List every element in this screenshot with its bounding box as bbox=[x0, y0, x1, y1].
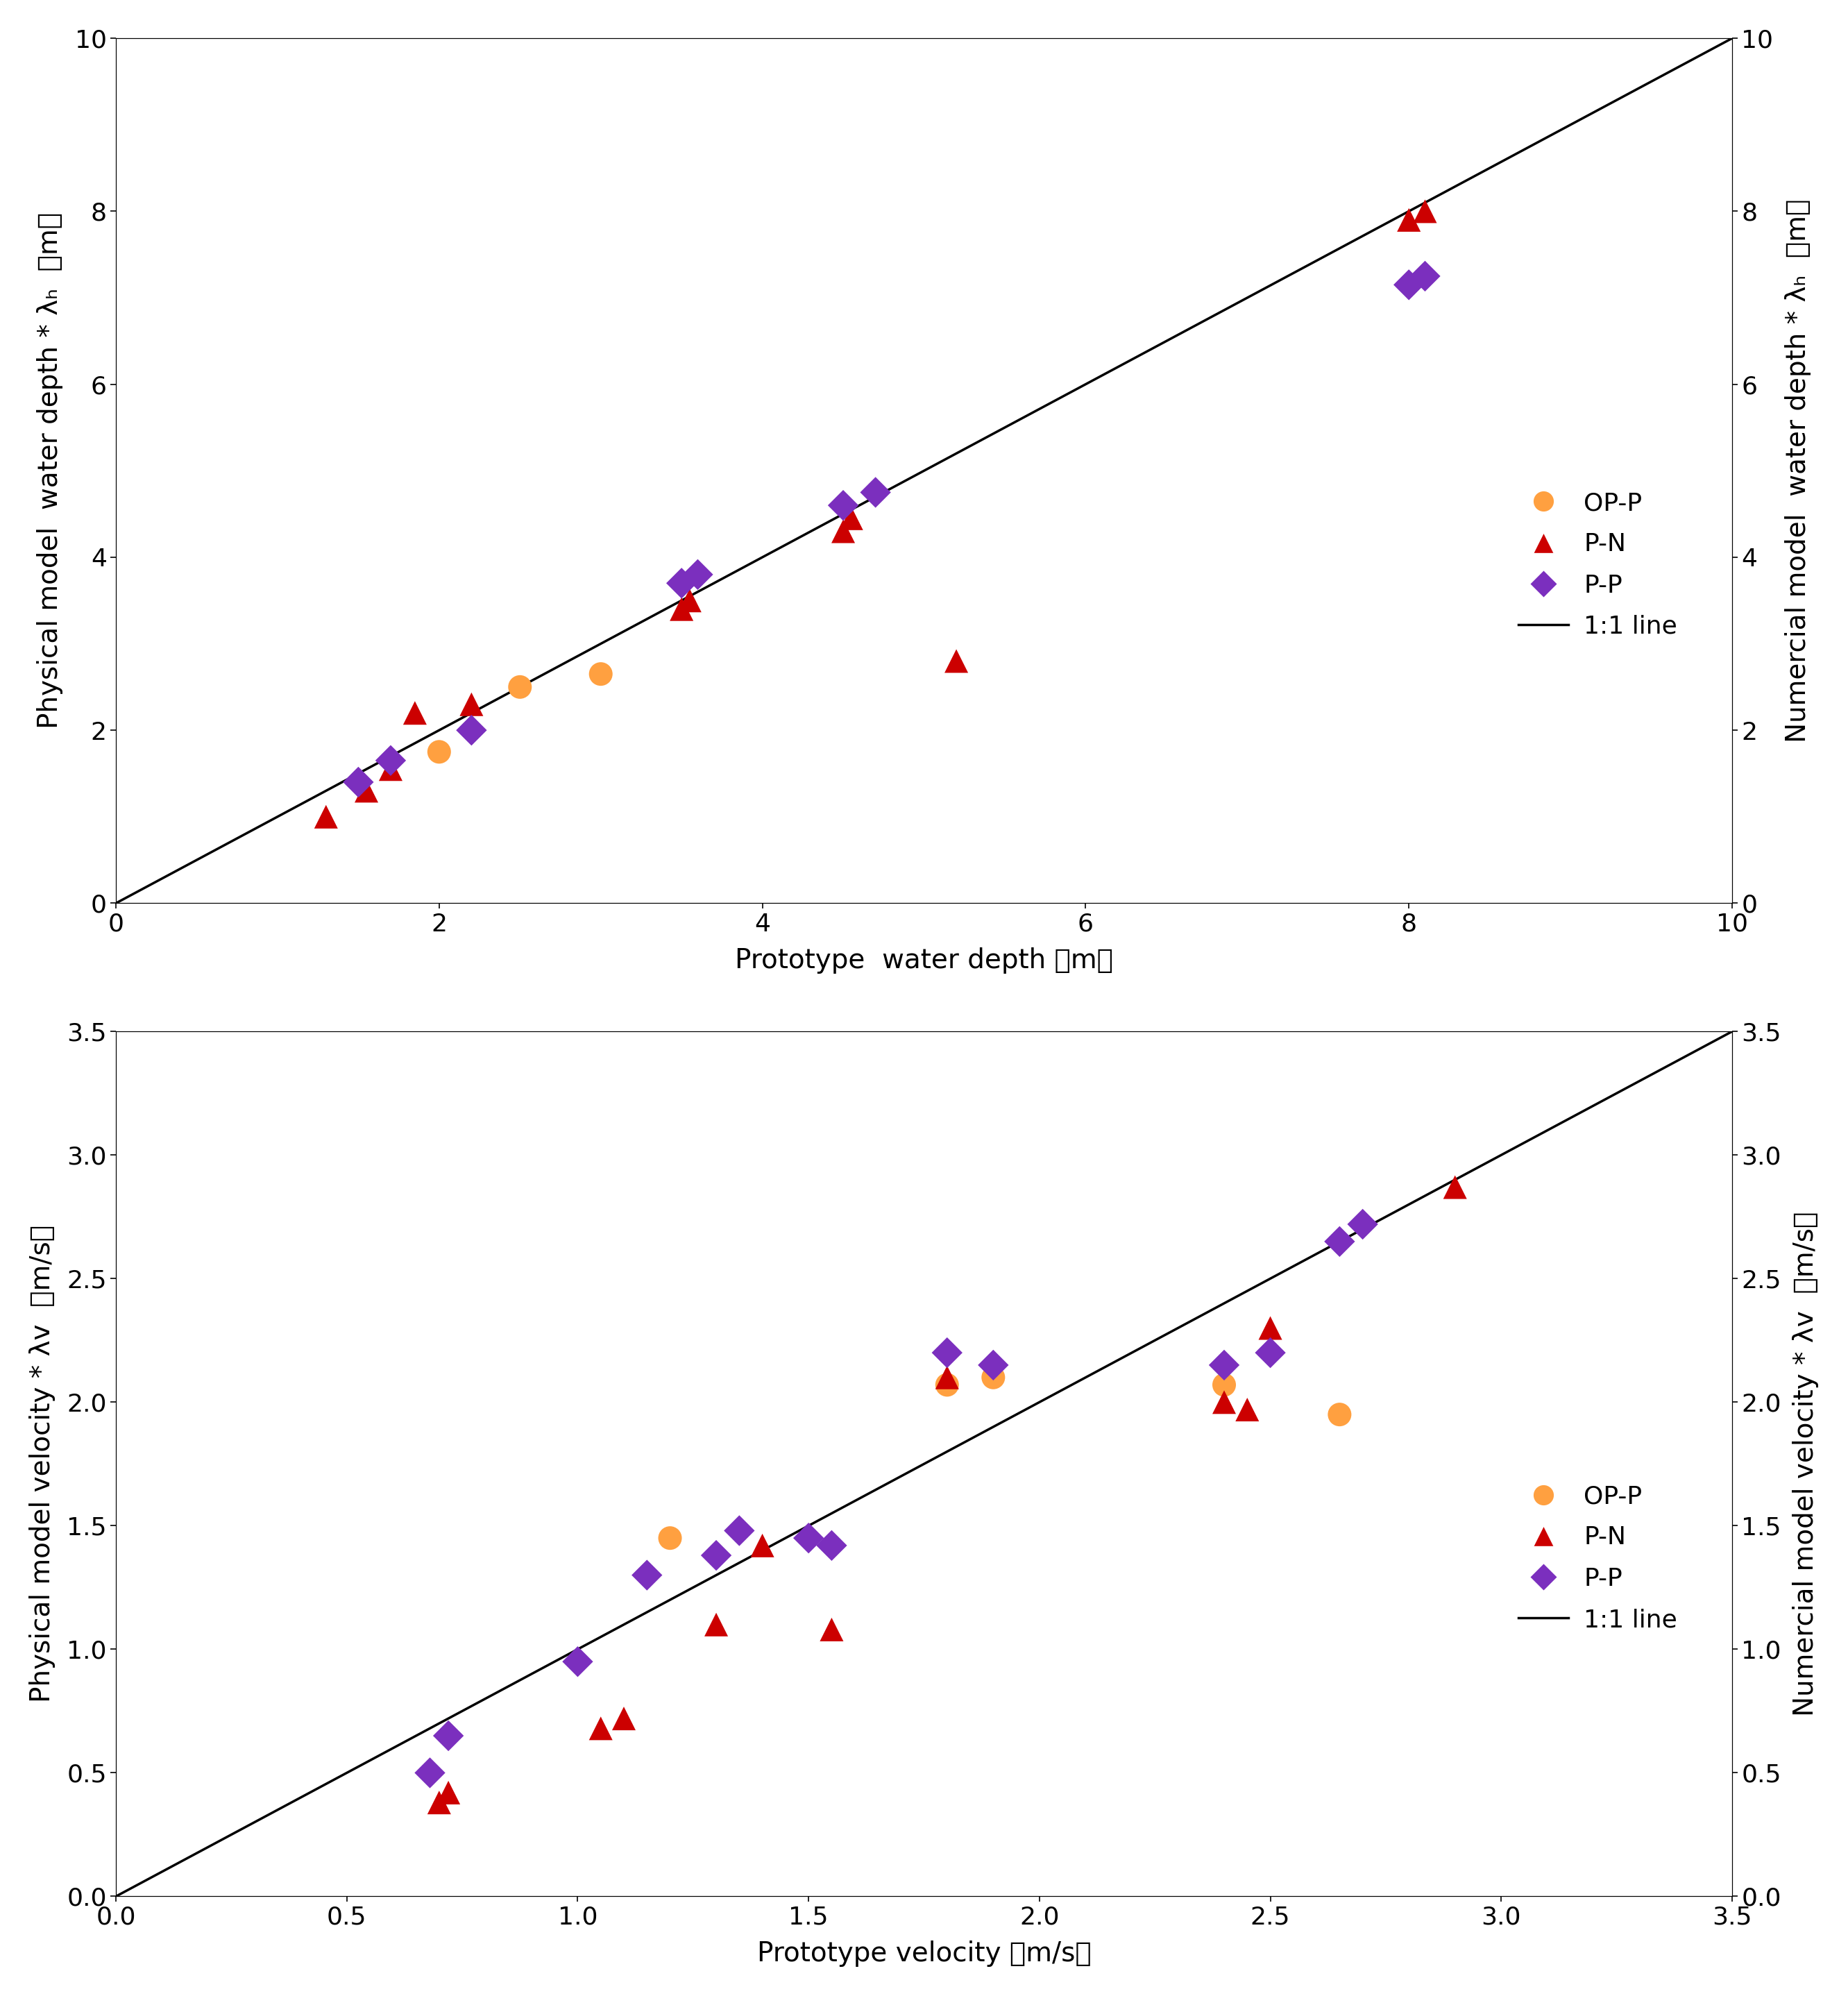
Y-axis label: Numercial model  water depth * λₕ  （m）: Numercial model water depth * λₕ （m） bbox=[1785, 200, 1811, 743]
Point bbox=[610, 1703, 639, 1735]
Point bbox=[656, 1523, 686, 1555]
Point bbox=[344, 766, 373, 798]
X-axis label: Prototype velocity （m/s）: Prototype velocity （m/s） bbox=[758, 1940, 1090, 1968]
Point bbox=[817, 1529, 846, 1561]
Point bbox=[748, 1529, 778, 1561]
Point bbox=[310, 800, 340, 832]
Point bbox=[456, 715, 486, 747]
Point bbox=[434, 1776, 464, 1808]
Point bbox=[1325, 1399, 1355, 1431]
Point bbox=[1325, 1226, 1355, 1257]
Point bbox=[1255, 1311, 1284, 1343]
Point bbox=[667, 593, 697, 625]
Point bbox=[931, 1361, 961, 1393]
Point bbox=[1393, 204, 1423, 236]
Point bbox=[1410, 196, 1440, 228]
Point bbox=[702, 1609, 732, 1641]
Point bbox=[1255, 1337, 1284, 1369]
Point bbox=[861, 477, 891, 509]
Point bbox=[978, 1349, 1007, 1381]
Point bbox=[401, 697, 431, 729]
Point bbox=[564, 1645, 593, 1677]
Legend: OP-P, P-N, P-P, 1:1 line: OP-P, P-N, P-P, 1:1 line bbox=[1508, 1475, 1687, 1641]
Point bbox=[586, 659, 615, 691]
Point bbox=[1393, 269, 1423, 301]
Point bbox=[684, 559, 713, 591]
Point bbox=[931, 1369, 961, 1401]
Point bbox=[456, 689, 486, 721]
Y-axis label: Physical model velocity * λv  （m/s）: Physical model velocity * λv （m/s） bbox=[30, 1226, 55, 1703]
Point bbox=[1410, 259, 1440, 291]
Point bbox=[828, 489, 857, 521]
Point bbox=[724, 1515, 754, 1547]
Point bbox=[941, 645, 970, 677]
X-axis label: Prototype  water depth （m）: Prototype water depth （m） bbox=[736, 948, 1112, 974]
Point bbox=[1347, 1208, 1377, 1240]
Point bbox=[675, 585, 704, 617]
Point bbox=[702, 1539, 732, 1571]
Point bbox=[1233, 1393, 1262, 1425]
Point bbox=[828, 515, 857, 547]
Point bbox=[434, 1721, 464, 1752]
Point bbox=[795, 1523, 824, 1555]
Point bbox=[931, 1337, 961, 1369]
Point bbox=[1209, 1385, 1238, 1417]
Y-axis label: Physical model  water depth * λₕ  （m）: Physical model water depth * λₕ （m） bbox=[37, 212, 63, 729]
Point bbox=[817, 1613, 846, 1645]
Point bbox=[1440, 1172, 1469, 1204]
Point bbox=[416, 1756, 445, 1788]
Point bbox=[375, 752, 405, 784]
Y-axis label: Numercial model velocity * λv  （m/s）: Numercial model velocity * λv （m/s） bbox=[1793, 1212, 1818, 1717]
Point bbox=[667, 567, 697, 599]
Point bbox=[586, 1713, 615, 1745]
Point bbox=[978, 1361, 1007, 1393]
Point bbox=[505, 671, 534, 703]
Point bbox=[375, 745, 405, 776]
Point bbox=[351, 774, 381, 806]
Point bbox=[837, 503, 867, 535]
Point bbox=[425, 737, 455, 768]
Point bbox=[1209, 1349, 1238, 1381]
Point bbox=[1209, 1369, 1238, 1401]
Point bbox=[425, 1786, 455, 1818]
Legend: OP-P, P-N, P-P, 1:1 line: OP-P, P-N, P-P, 1:1 line bbox=[1508, 481, 1687, 649]
Point bbox=[632, 1559, 662, 1591]
